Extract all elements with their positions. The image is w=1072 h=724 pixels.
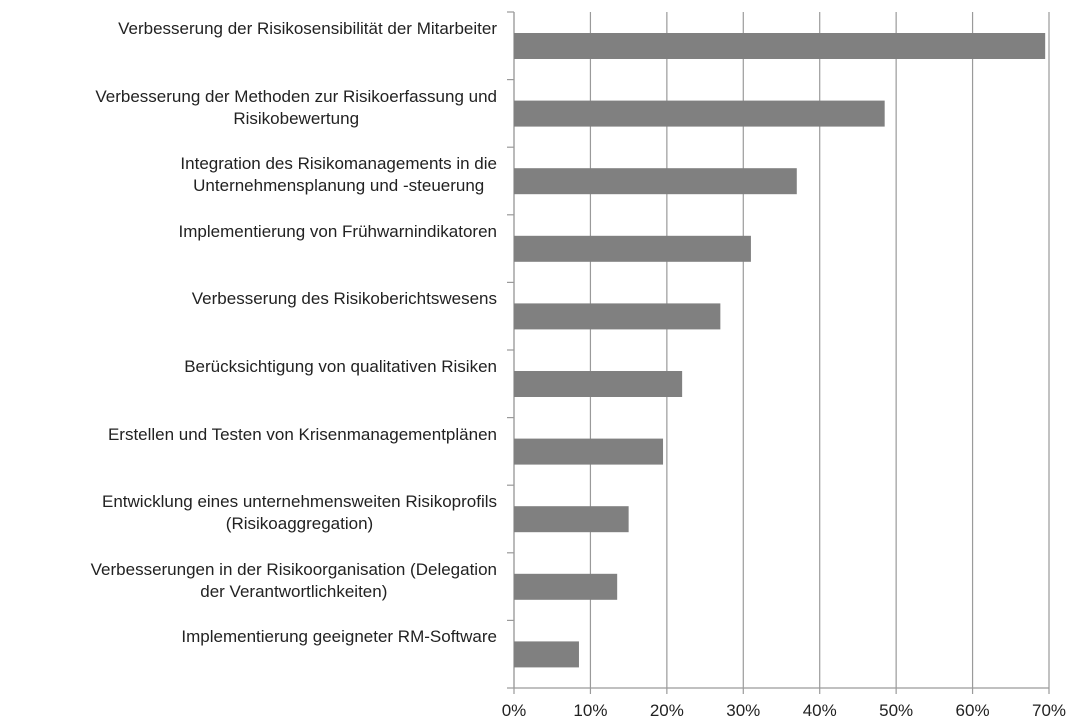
bar: [514, 303, 721, 330]
x-tick-label: 70%: [1032, 701, 1066, 720]
bar: [514, 100, 885, 127]
bar: [514, 33, 1046, 59]
y-tick-label: Implementierung geeigneter RM-Software: [181, 627, 497, 647]
y-tick-label: Entwicklung eines unternehmensweiten Ris…: [102, 492, 497, 534]
bar: [514, 371, 683, 397]
bar: [514, 641, 579, 668]
x-tick-label: 60%: [956, 701, 990, 720]
y-tick-label: Verbesserung der Methoden zur Risikoerfa…: [95, 86, 497, 128]
bar: [514, 438, 664, 465]
x-tick-label: 0%: [502, 701, 527, 720]
y-tick-label: Integration des Risikomanagements in die…: [180, 154, 497, 196]
x-tick-label: 50%: [879, 701, 913, 720]
y-tick-label: Implementierung von Frühwarnindikatoren: [178, 221, 497, 241]
x-tick-label: 20%: [650, 701, 684, 720]
bar: [514, 573, 618, 600]
y-tick-label: Verbesserung der Risikosensibilität der …: [118, 19, 497, 38]
bar: [514, 168, 797, 195]
x-tick-label: 30%: [726, 701, 760, 720]
y-tick-label: Berücksichtigung von qualitativen Risike…: [184, 357, 497, 376]
y-tick-label: Verbesserungen in der Risikoorganisation…: [90, 559, 497, 601]
y-tick-label: Verbesserung des Risikoberichtswesens: [191, 289, 497, 309]
y-tick-label: Erstellen und Testen von Krisenmanagemen…: [107, 424, 497, 444]
bar: [514, 506, 629, 533]
x-tick-label: 40%: [803, 701, 837, 720]
bar: [514, 235, 751, 262]
x-tick-label: 10%: [573, 701, 607, 720]
